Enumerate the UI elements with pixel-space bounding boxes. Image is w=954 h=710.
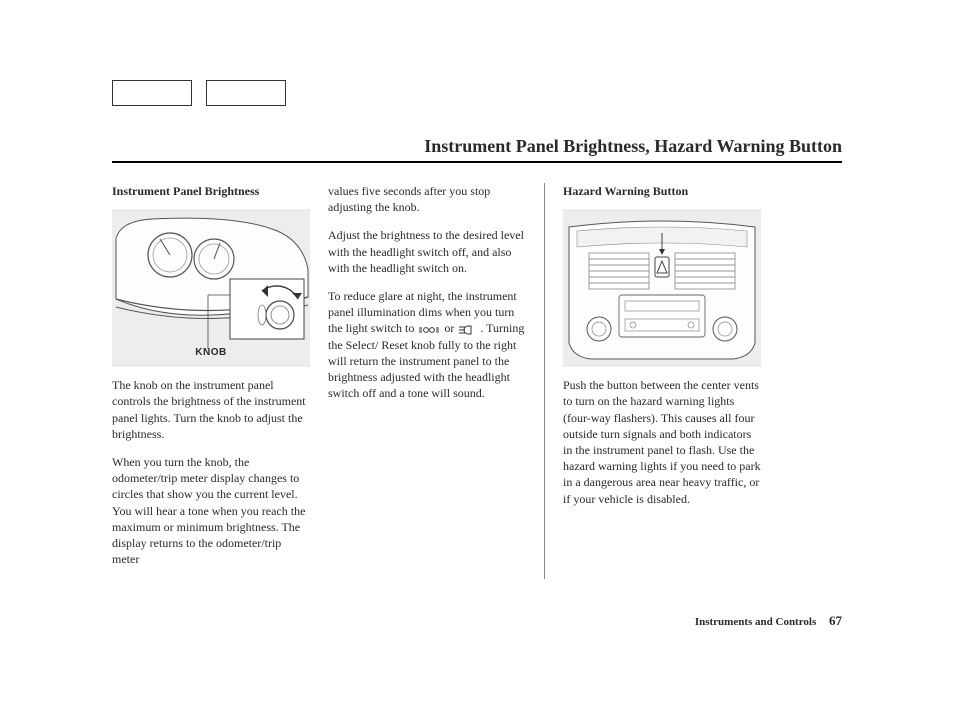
left-p2: When you turn the knob, the odometer/tri… <box>112 454 310 567</box>
knob-label: KNOB <box>112 346 310 360</box>
mid-p2: Adjust the brightness to the desired lev… <box>328 227 526 276</box>
page-footer: Instruments and Controls 67 <box>695 613 842 629</box>
content-columns: Instrument Panel Brightness <box>112 183 842 579</box>
parking-light-icon <box>419 325 439 335</box>
left-p1: The knob on the instrument panel control… <box>112 377 310 442</box>
hazard-illustration <box>563 209 761 367</box>
mid-p3-or: or <box>444 321 457 335</box>
mid-p1: values five seconds after you stop adjus… <box>328 183 526 215</box>
page-title: Instrument Panel Brightness, Hazard Warn… <box>112 136 842 157</box>
headlight-icon <box>459 325 475 335</box>
figure-brightness-knob: KNOB <box>112 209 310 367</box>
page-number: 67 <box>829 613 842 628</box>
column-left: Instrument Panel Brightness <box>112 183 310 579</box>
column-divider <box>544 183 545 579</box>
left-heading: Instrument Panel Brightness <box>112 183 310 199</box>
tab-placeholder-1[interactable] <box>112 80 192 106</box>
column-middle: values five seconds after you stop adjus… <box>328 183 526 579</box>
right-p1: Push the button between the center vents… <box>563 377 761 507</box>
tab-placeholder-2[interactable] <box>206 80 286 106</box>
title-row: Instrument Panel Brightness, Hazard Warn… <box>112 136 842 163</box>
section-name: Instruments and Controls <box>695 616 816 628</box>
figure-hazard-button <box>563 209 761 367</box>
column-right: Hazard Warning Button <box>563 183 761 579</box>
header-tabs <box>112 80 842 106</box>
manual-page: Instrument Panel Brightness, Hazard Warn… <box>112 80 842 579</box>
knob-illustration <box>112 209 310 367</box>
mid-p3: To reduce glare at night, the instrument… <box>328 288 526 401</box>
right-heading: Hazard Warning Button <box>563 183 761 199</box>
